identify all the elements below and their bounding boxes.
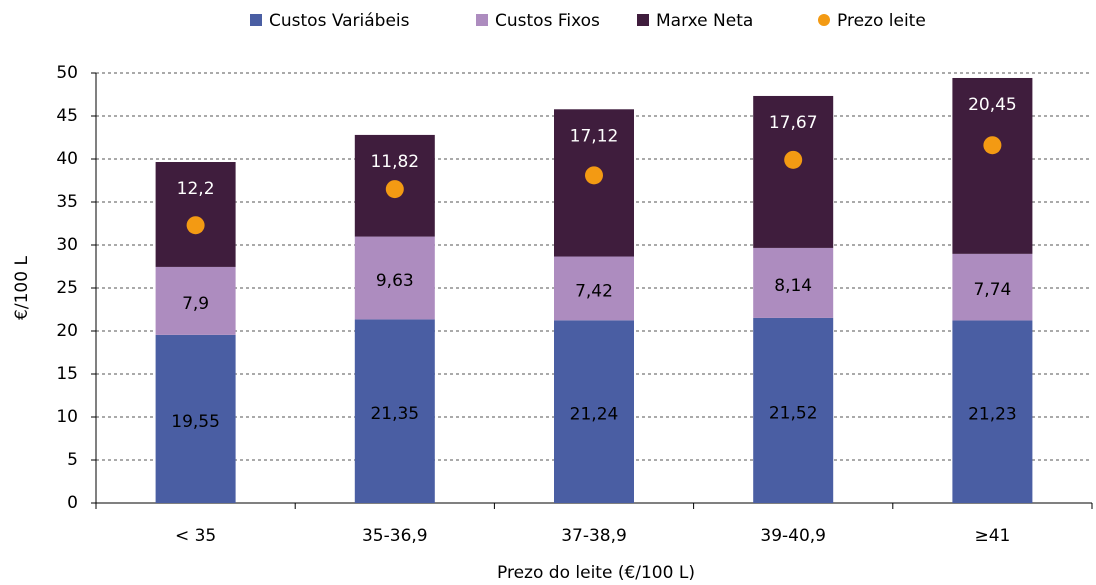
y-tick-label: 10 [56, 407, 78, 427]
data-label: 7,74 [973, 280, 1011, 300]
bar-segment [155, 162, 236, 267]
y-axis-label: €/100 L [12, 256, 32, 320]
legend-marker [476, 14, 488, 26]
y-tick-label: 5 [67, 450, 78, 470]
x-tick-label: 37-38,9 [561, 526, 627, 546]
bar-segment [753, 317, 834, 503]
bar-segment [354, 236, 435, 320]
legend-label: Custos Variábeis [269, 11, 410, 31]
point [385, 180, 404, 199]
point [983, 136, 1002, 155]
y-tick-label: 15 [56, 364, 78, 384]
bar-segment [753, 247, 834, 318]
bar-segment [554, 256, 634, 321]
x-tick-label: < 35 [175, 526, 216, 546]
legend-label: Custos Fixos [495, 11, 600, 31]
data-label: 7,9 [182, 294, 209, 314]
data-label: 21,23 [968, 405, 1017, 425]
bar-segment [952, 77, 1033, 254]
y-tick-label: 20 [56, 321, 78, 341]
data-label: 17,12 [570, 126, 619, 146]
y-tick-label: 0 [67, 493, 78, 513]
y-tick-label: 35 [56, 192, 78, 212]
bar-segment [554, 320, 634, 503]
y-tick-label: 25 [56, 278, 78, 298]
x-tick-label: 39-40,9 [760, 526, 826, 546]
x-tick-label: 35-36,9 [362, 526, 428, 546]
data-label: 19,55 [171, 412, 220, 432]
x-axis-label: Prezo do leite (€/100 L) [497, 563, 695, 583]
bar-segment [354, 319, 435, 503]
legend-marker [637, 14, 649, 26]
bar-segment [155, 334, 236, 503]
point [585, 166, 603, 185]
point [784, 150, 803, 169]
data-label: 21,35 [370, 404, 419, 424]
bar-segment [952, 320, 1033, 503]
bar-segment [753, 95, 834, 248]
data-label: 21,52 [769, 403, 818, 423]
y-tick-label: 45 [56, 106, 78, 126]
y-tick-label: 40 [56, 149, 78, 169]
legend-marker [250, 14, 262, 26]
point [186, 216, 205, 235]
data-label: 12,2 [177, 179, 215, 199]
data-label: 17,67 [769, 113, 818, 133]
data-label: 7,42 [575, 281, 613, 301]
legend-marker [818, 14, 830, 26]
bar-segment [155, 266, 236, 335]
bar-segment [952, 253, 1033, 321]
y-tick-label: 50 [56, 63, 78, 83]
y-tick-label: 30 [56, 235, 78, 255]
data-label: 21,24 [570, 405, 619, 425]
data-label: 20,45 [968, 95, 1017, 115]
legend-label: Marxe Neta [656, 11, 753, 31]
x-tick-label: ≥41 [974, 526, 1010, 546]
legend-label: Prezo leite [837, 11, 926, 31]
data-label: 8,14 [774, 276, 812, 296]
data-label: 9,63 [376, 271, 414, 291]
data-label: 11,82 [370, 152, 419, 172]
